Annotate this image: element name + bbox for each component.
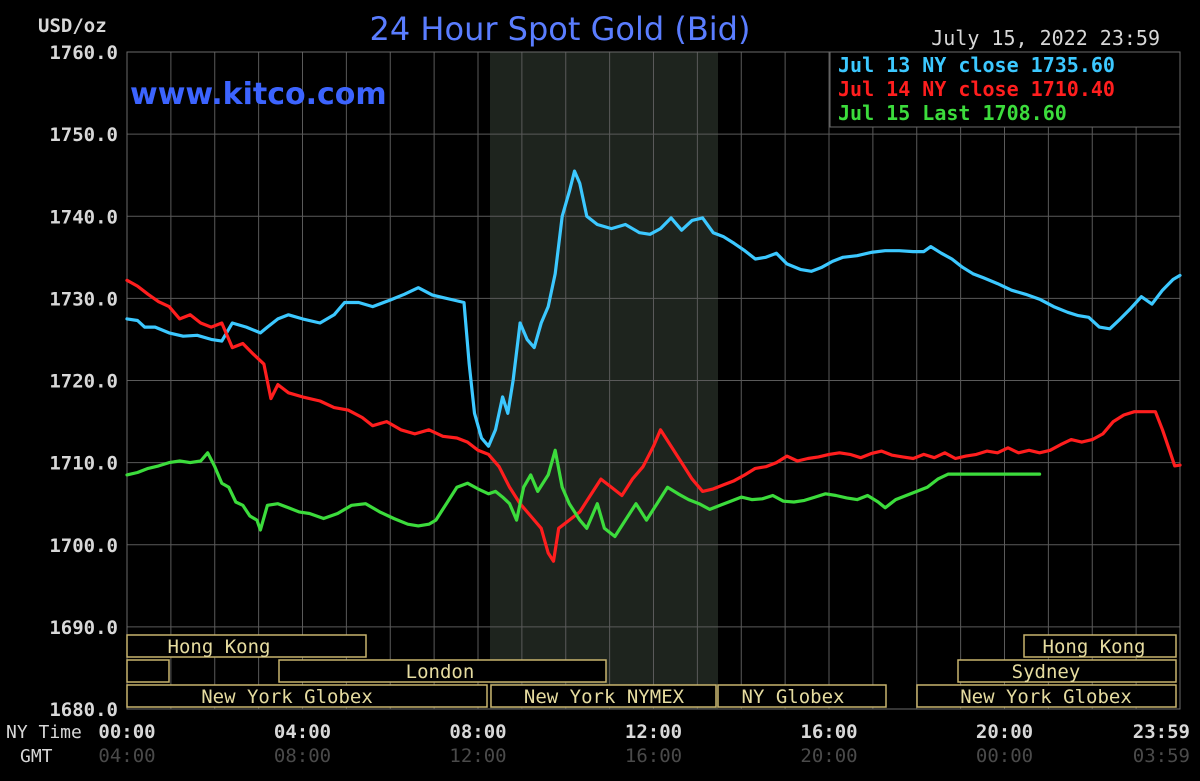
legend: Jul 13 NY close 1735.60 Jul 14 NY close … — [829, 51, 1181, 128]
y-axis-ticks: 1760.0 1750.0 1740.0 1730.0 1720.0 1710.0 1700… — [49, 42, 118, 721]
series-line-jul14 — [125, 278, 1182, 563]
x-tick-label-gmt: 08:00 — [274, 745, 331, 767]
session-hong-kong-1-label: Hong Kong — [168, 636, 271, 658]
y-tick-label: 1760.0 — [49, 42, 118, 64]
y-tick-label: 1710.0 — [49, 453, 118, 475]
session-london — [278, 659, 607, 683]
x-tick-label-ny: 00:00 — [98, 721, 155, 743]
legend-box — [829, 51, 1181, 128]
x-tick-label-ny: 16:00 — [800, 721, 857, 743]
session-sydney — [957, 659, 1177, 683]
session-ny-globex-1-label: New York Globex — [201, 686, 373, 708]
y-tick-label: 1700.0 — [49, 535, 118, 557]
session-hong-kong-1 — [126, 634, 367, 658]
session-ny-globex-3-label: New York Globex — [960, 686, 1132, 708]
chart-title: 24 Hour Spot Gold (Bid) — [370, 10, 751, 48]
x-tick-label-gmt: 12:00 — [449, 745, 506, 767]
y-tick-label: 1680.0 — [49, 699, 118, 721]
units-label: USD/oz — [38, 15, 107, 37]
session-ny-globex-1 — [126, 684, 488, 708]
y-tick-label: 1690.0 — [49, 617, 118, 639]
session-ny-globex-2 — [717, 684, 887, 708]
y-tick-label: 1730.0 — [49, 288, 118, 310]
x-tick-label-gmt: 04:00 — [98, 745, 155, 767]
x-axis-ticks: 00:0004:0004:0008:0008:0012:0012:0016:00… — [98, 721, 1190, 767]
x-tick-label-ny: 04:00 — [274, 721, 331, 743]
gmt-label: GMT — [20, 746, 53, 767]
y-tick-label: 1740.0 — [49, 206, 118, 228]
ny-time-label: NY Time — [6, 722, 82, 743]
x-tick-label-ny: 08:00 — [449, 721, 506, 743]
session-ny-nymex — [490, 684, 717, 708]
session-ny-globex-3 — [916, 684, 1177, 708]
y-tick-label: 1720.0 — [49, 371, 118, 393]
session-sydney-label: Sydney — [1012, 661, 1081, 683]
series-line-jul15 — [125, 448, 1042, 539]
session-ny-nymex-label: New York NYMEX — [524, 686, 685, 708]
brand-url: www.kitco.com — [130, 77, 387, 112]
plot-frame — [126, 51, 1181, 710]
session-hong-kong-2 — [1023, 634, 1177, 658]
x-tick-label-gmt: 00:00 — [976, 745, 1033, 767]
session-hong-kong-2-label: Hong Kong — [1043, 636, 1146, 658]
y-tick-label: 1750.0 — [49, 124, 118, 146]
session-ny-globex-2-label: NY Globex — [742, 686, 845, 708]
legend-item-jul15: Jul 15 Last 1708.60 — [838, 101, 1067, 125]
x-tick-label-ny: 23:59 — [1133, 721, 1190, 743]
x-tick-label-ny: 12:00 — [625, 721, 682, 743]
session-london-label: London — [406, 661, 475, 683]
x-tick-label-ny: 20:00 — [976, 721, 1033, 743]
session-london-lead — [126, 659, 170, 683]
grid — [127, 51, 1180, 710]
session-bars: Hong Kong London New York Globex New Yor… — [126, 634, 1177, 708]
x-tick-label-gmt: 16:00 — [625, 745, 682, 767]
series-group — [125, 169, 1182, 563]
timestamp: July 15, 2022 23:59 — [931, 26, 1160, 50]
series-line-jul13 — [125, 169, 1182, 448]
legend-item-jul14: Jul 14 NY close 1710.40 — [838, 77, 1115, 101]
legend-item-jul13: Jul 13 NY close 1735.60 — [838, 53, 1115, 77]
x-tick-label-gmt: 20:00 — [800, 745, 857, 767]
x-tick-label-gmt: 03:59 — [1133, 745, 1190, 767]
